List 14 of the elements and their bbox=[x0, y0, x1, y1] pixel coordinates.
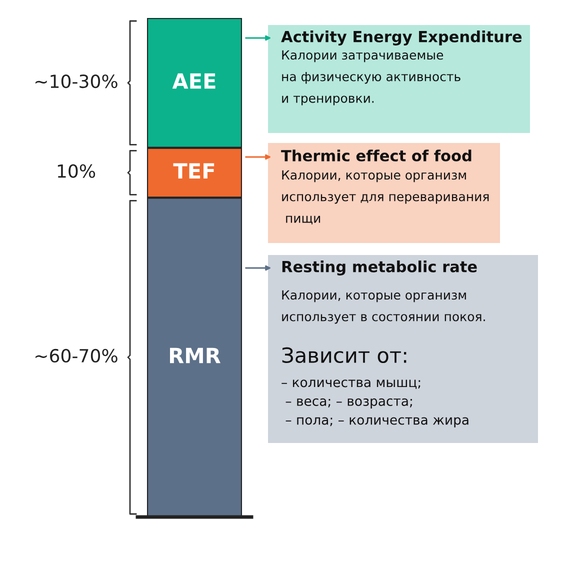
text: ~10-30% bbox=[36, 74, 118, 88]
text: Калории, которые организм использует для переваривания пищи bbox=[282, 170, 489, 224]
series-label: RMR bbox=[170, 348, 220, 364]
text: – количества мышц; – веса; – возраста; – пола; – количества жира bbox=[282, 380, 468, 428]
series-label: AEE bbox=[172, 73, 216, 89]
series-label: TEF bbox=[173, 163, 214, 178]
text: Калории затрачиваемые на физическую активность и тренировки. bbox=[282, 50, 460, 106]
text: Зависит от: bbox=[282, 347, 406, 364]
text: ~60-70% bbox=[36, 348, 118, 363]
text: Калории, которые организм использует в состоянии покоя. bbox=[282, 290, 485, 324]
text: Thermic effect of food bbox=[281, 150, 472, 162]
text: Resting metabolic rate bbox=[282, 260, 477, 276]
text: Activity Energy Expenditure bbox=[281, 30, 522, 46]
text: 10% bbox=[58, 164, 96, 178]
